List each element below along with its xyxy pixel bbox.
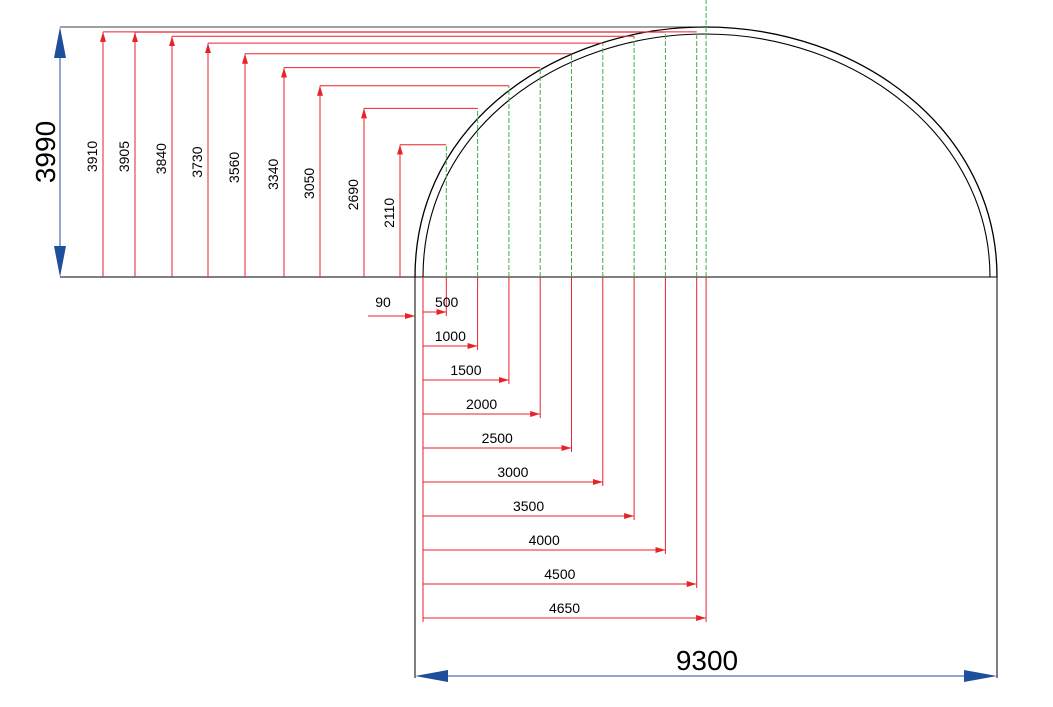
overall-height-label: 3990 bbox=[30, 121, 61, 183]
overall-width-dimension: 9300 bbox=[415, 645, 997, 682]
height-label: 2110 bbox=[381, 198, 397, 228]
height-label: 3910 bbox=[84, 141, 100, 172]
height-label: 2690 bbox=[345, 179, 361, 210]
height-dimensions: 3910 3905 3840 3730 3560 3340 3050 2690 2110 bbox=[84, 31, 697, 277]
arch-outer-outline bbox=[414, 26, 998, 278]
offset-label: 3500 bbox=[513, 498, 544, 514]
height-label: 3340 bbox=[265, 159, 281, 190]
section-lines bbox=[445, 0, 707, 277]
offset-label: 2500 bbox=[482, 430, 513, 446]
offset-dimensions: 500 1000 1500 2000 2500 3000 3500 4000 4500 4650 bbox=[422, 277, 707, 622]
overall-width-arrow-right bbox=[964, 670, 997, 682]
height-label: 3840 bbox=[153, 143, 169, 174]
offset-label: 4650 bbox=[549, 600, 580, 616]
arch-inner-outline bbox=[422, 33, 991, 278]
overall-width-arrow-left bbox=[415, 670, 448, 682]
gap-dimension: 90 bbox=[368, 294, 415, 319]
gap-label: 90 bbox=[375, 294, 391, 310]
offset-label: 1000 bbox=[435, 328, 466, 344]
offset-label: 500 bbox=[435, 294, 459, 310]
offset-label: 4500 bbox=[544, 566, 575, 582]
height-label: 3050 bbox=[301, 168, 317, 199]
offset-label: 1500 bbox=[450, 362, 481, 378]
offset-label: 4000 bbox=[529, 532, 560, 548]
offset-label: 3000 bbox=[497, 464, 528, 480]
overall-width-label: 9300 bbox=[676, 645, 738, 676]
overall-height-dimension: 3990 bbox=[30, 27, 66, 277]
height-label: 3730 bbox=[189, 146, 205, 177]
overall-height-arrow-top bbox=[54, 27, 66, 58]
height-label: 3560 bbox=[226, 152, 242, 183]
offset-label: 2000 bbox=[466, 396, 497, 412]
height-label: 3905 bbox=[116, 141, 132, 172]
overall-height-arrow-bottom bbox=[54, 246, 66, 277]
